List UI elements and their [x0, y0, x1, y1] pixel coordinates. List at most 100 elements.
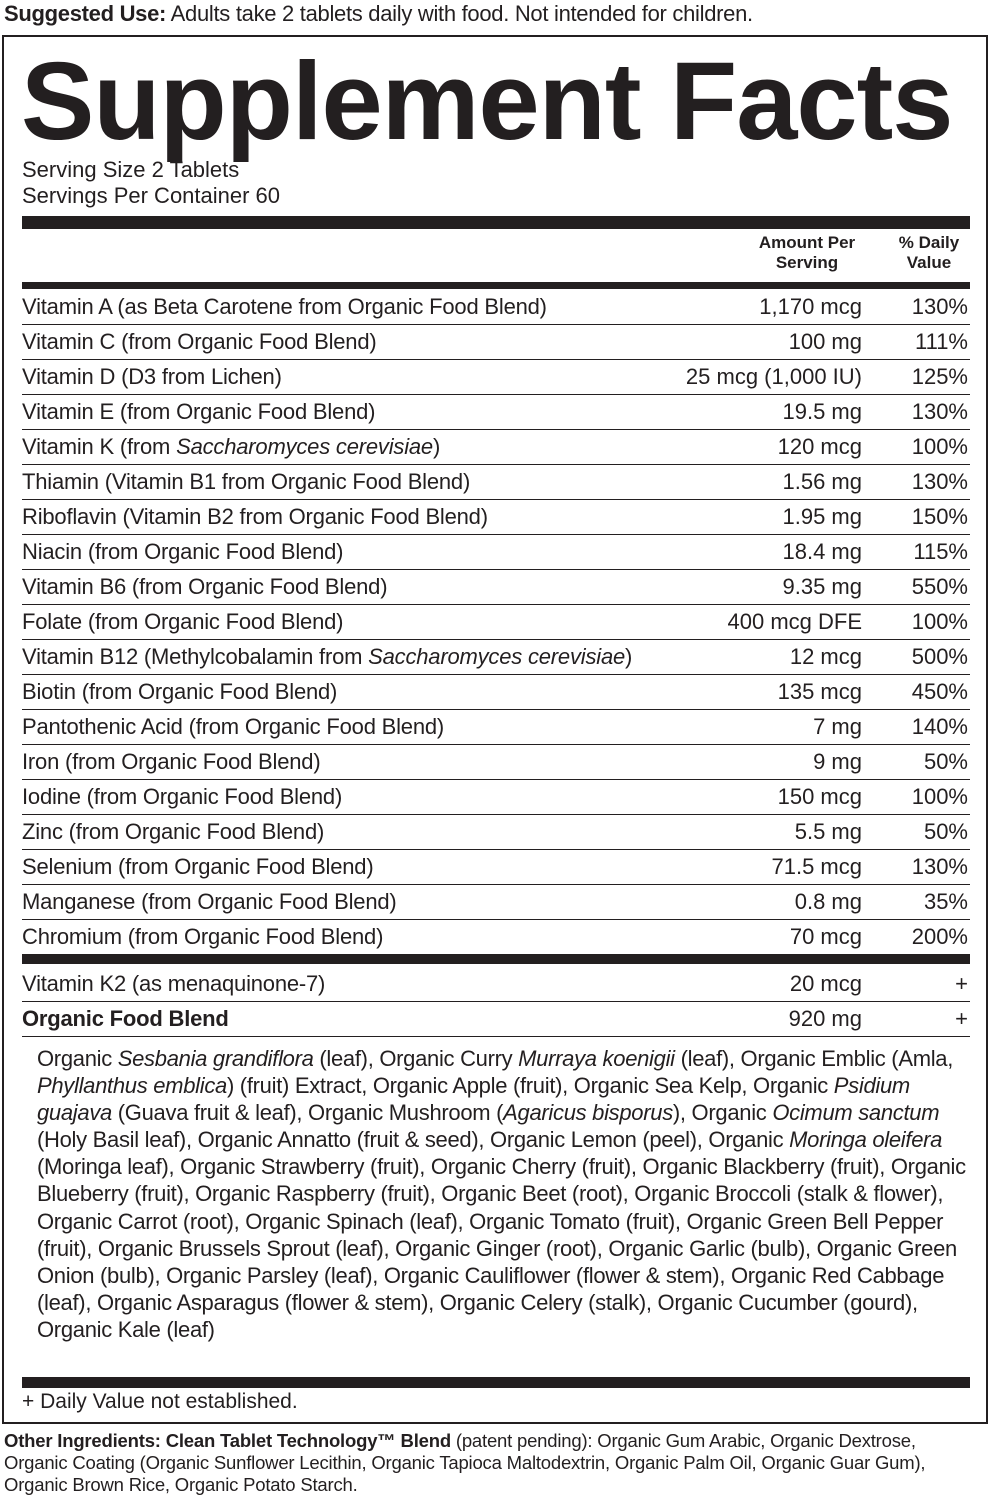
ingredient-latin-name: Ocimum sanctum — [772, 1100, 940, 1126]
nutrient-amount: 71.5 mcg — [771, 854, 863, 879]
nutrient-name-italic: Saccharomyces cerevisiae — [176, 434, 433, 459]
nutrient-row: Iodine (from Organic Food Blend) 150 mcg 1… — [22, 779, 970, 815]
nutrient-name-prefix: Vitamin B12 (Methylcobalamin from — [22, 644, 369, 669]
nutrient-name-prefix: Biotin (from Organic Food Blend) — [22, 679, 338, 704]
nutrient-row: Thiamin (Vitamin B1 from Organic Food Bl… — [22, 464, 970, 500]
nutrient-daily-value: 125% — [911, 364, 968, 389]
nutrient-name-prefix: Selenium (from Organic Food Blend) — [22, 854, 374, 879]
nutrient-amount: 5.5 mg — [794, 819, 862, 844]
nutrient-name-prefix: Thiamin (Vitamin B1 from Organic Food Bl… — [22, 469, 471, 494]
nutrient-daily-value: 100% — [911, 434, 968, 459]
nutrient-row: Organic Food Blend 920 mg + — [22, 1001, 970, 1037]
ingredient-text: (leaf), Organic Curry — [313, 1046, 519, 1071]
nutrient-name-prefix: Iodine (from Organic Food Blend) — [22, 784, 343, 809]
nutrient-name: Organic Food Blend — [22, 1001, 229, 1036]
ingredient-text: (leaf), Organic Emblic (Amla, — [674, 1046, 954, 1071]
nutrient-name: Vitamin B6 (from Organic Food Blend) — [22, 569, 388, 604]
nutrient-daily-value: 100% — [911, 784, 968, 809]
nutrient-name-prefix: Iron (from Organic Food Blend) — [22, 749, 321, 774]
nutrient-name-prefix: Vitamin E (from Organic Food Blend) — [22, 399, 376, 424]
nutrient-amount: 25 mcg (1,000 IU) — [685, 364, 862, 389]
suggested-use-text: Adults take 2 tablets daily with food. N… — [166, 1, 753, 26]
nutrient-row: Vitamin B6 (from Organic Food Blend) 9.35… — [22, 569, 970, 605]
nutrient-daily-value: 130% — [911, 854, 968, 879]
ingredient-latin-name: Sesbania grandiflora — [117, 1046, 314, 1071]
nutrient-name: Folate (from Organic Food Blend) — [22, 604, 343, 639]
nutrient-daily-value: 150% — [911, 504, 968, 529]
nutrient-name: Zinc (from Organic Food Blend) — [22, 814, 324, 849]
nutrient-name-prefix: Vitamin K (from — [22, 434, 177, 459]
ingredient-text: ), Organic — [672, 1100, 773, 1126]
nutrient-row: Folate (from Organic Food Blend) 400 mcg … — [22, 604, 970, 640]
nutrient-daily-value: 140% — [911, 714, 968, 739]
nutrient-name: Thiamin (Vitamin B1 from Organic Food Bl… — [22, 464, 470, 499]
servings-per-container: Servings Per Container 60 — [22, 183, 281, 208]
ingredient-latin-name: Murraya koenigii — [518, 1046, 675, 1071]
nutrient-row: Biotin (from Organic Food Blend) 135 mcg 4… — [22, 674, 970, 710]
nutrient-name-suffix: ) — [625, 644, 633, 669]
nutrient-row: Iron (from Organic Food Blend) 9 mg 50% — [22, 744, 970, 780]
panel-title: Supplement Facts — [21, 40, 953, 163]
ingredient-latin-name: Psidium guajava — [37, 1073, 910, 1126]
other-ingredients-label: Other Ingredients: Clean Tablet Technolo… — [4, 1430, 451, 1451]
nutrient-name-prefix: Chromium (from Organic Food Blend) — [22, 924, 384, 949]
nutrient-name-prefix: Vitamin K2 (as menaquinone-7) — [22, 971, 326, 996]
nutrient-amount: 9.35 mg — [782, 574, 863, 599]
nutrient-row: Vitamin D (D3 from Lichen) 25 mcg (1,000 … — [22, 359, 970, 395]
nutrient-name-prefix: Folate (from Organic Food Blend) — [22, 609, 344, 634]
nutrient-name-suffix: ) — [432, 434, 441, 459]
thick-divider — [22, 216, 970, 229]
ingredient-latin-name: Moringa oleifera — [789, 1127, 943, 1153]
nutrient-row: Selenium (from Organic Food Blend) 71.5 m… — [22, 849, 970, 885]
nutrient-amount: 9 mg — [813, 749, 862, 774]
nutrient-daily-value: 35% — [923, 889, 968, 914]
ingredient-text: ) (fruit) Extract, Organic Apple (fruit)… — [226, 1073, 834, 1099]
nutrient-row: Pantothenic Acid (from Organic Food Blen… — [22, 709, 970, 745]
nutrient-name-prefix: Manganese (from Organic Food Blend) — [22, 889, 397, 914]
nutrient-row: Riboflavin (Vitamin B2 from Organic Food… — [22, 499, 970, 535]
nutrient-amount: 19.5 mg — [782, 399, 863, 424]
nutrient-amount: 400 mcg DFE — [727, 609, 863, 634]
nutrient-daily-value: 450% — [911, 679, 968, 704]
nutrient-amount: 920 mg — [788, 1006, 862, 1031]
suggested-use-label: Suggested Use: — [4, 1, 167, 26]
ingredient-latin-name: Phyllanthus emblica — [37, 1073, 227, 1099]
nutrient-name: Selenium (from Organic Food Blend) — [22, 849, 374, 884]
nutrient-amount: 70 mcg — [789, 924, 862, 949]
nutrient-amount: 18.4 mg — [782, 539, 863, 564]
nutrient-name: Vitamin A (as Beta Carotene from Organic… — [22, 289, 547, 324]
nutrient-amount: 1,170 mcg — [759, 294, 862, 319]
nutrient-daily-value: 550% — [911, 574, 968, 599]
footnote: + Daily Value not established. — [22, 1390, 298, 1413]
nutrient-name-prefix: Pantothenic Acid (from Organic Food Blen… — [22, 714, 445, 739]
other-ingredients-text: (patent pending): Organic Gum Arabic, Or… — [4, 1430, 926, 1495]
ingredient-text: (Holy Basil leaf), Organic Annatto (frui… — [37, 1127, 790, 1153]
thick-divider-2 — [22, 955, 970, 964]
medium-divider — [22, 282, 970, 289]
nutrient-row: Niacin (from Organic Food Blend) 18.4 mg 1… — [22, 534, 970, 570]
nutrient-name: Iron (from Organic Food Blend) — [22, 744, 321, 779]
nutrient-amount: 1.95 mg — [782, 504, 863, 529]
nutrient-amount: 150 mcg — [777, 784, 862, 809]
daily-value-header: % Daily Value — [884, 233, 974, 273]
nutrient-name: Vitamin B12 (Methylcobalamin from Saccha… — [22, 639, 632, 674]
nutrient-name: Riboflavin (Vitamin B2 from Organic Food… — [22, 499, 488, 534]
nutrient-daily-value: 130% — [911, 399, 968, 424]
nutrient-daily-value: 130% — [911, 294, 968, 319]
nutrient-daily-value: 100% — [911, 609, 968, 634]
nutrient-daily-value: 200% — [911, 924, 968, 949]
nutrient-name-prefix: Vitamin A (as Beta Carotene from Organic… — [22, 294, 547, 319]
nutrient-amount: 135 mcg — [777, 679, 862, 704]
nutrient-name: Biotin (from Organic Food Blend) — [22, 674, 337, 709]
thick-divider-3 — [22, 1377, 970, 1388]
nutrient-row: Vitamin E (from Organic Food Blend) 19.5 … — [22, 394, 970, 430]
nutrient-amount: 1.56 mg — [782, 469, 863, 494]
ingredient-latin-name: Agaricus bisporus — [503, 1100, 673, 1126]
suggested-use: Suggested Use: Adults take 2 tablets dai… — [4, 0, 753, 28]
nutrient-daily-value: 500% — [911, 644, 968, 669]
nutrient-name: Vitamin C (from Organic Food Blend) — [22, 324, 377, 359]
nutrient-name-prefix: Riboflavin (Vitamin B2 from Organic Food… — [22, 504, 488, 529]
nutrient-amount: 12 mcg — [789, 644, 862, 669]
nutrient-daily-value: + — [955, 1006, 968, 1031]
nutrient-name-prefix: Vitamin C (from Organic Food Blend) — [22, 329, 377, 354]
